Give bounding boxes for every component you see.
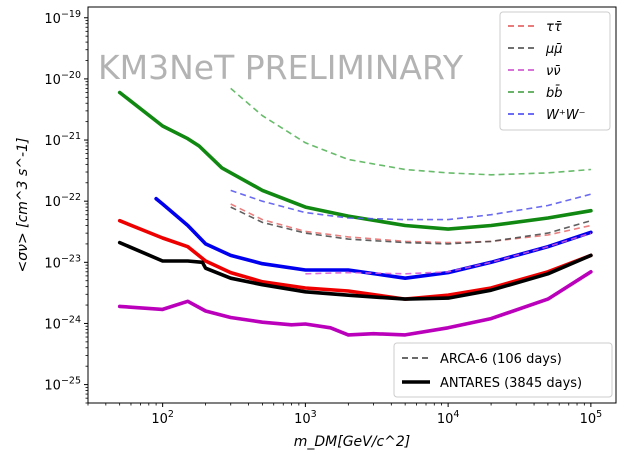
- series-antares-mu-mu: [117, 240, 593, 301]
- channel-legend-label: W⁺W⁻: [546, 108, 585, 123]
- series-antares-b-bbar: [117, 90, 593, 231]
- y-tick-label-base: 10: [44, 256, 61, 271]
- series-arca-6-nu-nu: [305, 232, 592, 275]
- y-tick-label: 10−21: [44, 131, 81, 149]
- x-tick-label: 103: [294, 409, 317, 427]
- y-tick-label: 10−24: [44, 314, 81, 332]
- y-tick-label: 10−22: [44, 192, 81, 210]
- x-tick-label-exponent: 5: [596, 409, 602, 420]
- channel-legend-label: ττ̄: [546, 20, 562, 35]
- x-axis-label: m_DM[GeV/c^2]: [294, 434, 411, 450]
- y-tick-label-base: 10: [44, 73, 61, 88]
- experiment-legend-frame: [393, 342, 613, 398]
- y-tick-label-base: 10: [44, 134, 61, 149]
- series-antares-w-w: [154, 196, 593, 281]
- y-tick-label-base: 10: [44, 195, 61, 210]
- channel-legend-label: νν̄: [546, 64, 561, 79]
- x-tick-label-base: 10: [294, 412, 311, 427]
- watermark-text: KM3NeT PRELIMINARY: [98, 48, 464, 87]
- x-tick-label: 104: [437, 409, 460, 427]
- series-arca-6-b-bbar: [230, 87, 591, 176]
- x-axis-ticks: 102 103 104 105: [87, 403, 603, 427]
- series-antares-nu-nu: [117, 269, 593, 337]
- y-tick-label-base: 10: [44, 379, 61, 394]
- y-tick-label: 10−19: [44, 9, 81, 27]
- y-tick-label: 10−25: [44, 376, 81, 394]
- channel-legend-label: μμ̄: [545, 42, 563, 57]
- series-arca-6-w-w: [230, 189, 592, 221]
- experiment-legend: ARCA-6 (106 days) ANTARES (3845 days): [393, 342, 613, 398]
- series-layer: [117, 87, 593, 337]
- y-tick-label-exponent: −24: [61, 314, 81, 325]
- plot-border: [87, 6, 617, 404]
- x-tick-label-base: 10: [437, 412, 454, 427]
- y-tick-label-exponent: −20: [61, 70, 81, 81]
- x-tick-label: 102: [151, 409, 174, 427]
- y-tick-label-base: 10: [44, 317, 61, 332]
- y-tick-label-exponent: −19: [61, 9, 81, 20]
- y-axis-label: <σν> [cm^3 s^-1]: [15, 138, 31, 273]
- y-tick-label-exponent: −21: [61, 131, 81, 142]
- channel-legend: ττ̄ μμ̄ νν̄ bb̄ W⁺W⁻: [499, 11, 611, 131]
- x-tick-label-exponent: 4: [453, 409, 459, 420]
- x-tick-label-base: 10: [151, 412, 168, 427]
- y-tick-label-exponent: −25: [61, 376, 81, 387]
- series-antares-tau-tau: [117, 218, 593, 301]
- y-tick-label-exponent: −22: [61, 192, 81, 203]
- y-tick-label: 10−20: [44, 70, 81, 88]
- x-tick-label-base: 10: [580, 412, 597, 427]
- series-arca-6-mu-mu: [230, 206, 592, 245]
- channel-legend-frame: [499, 11, 611, 131]
- y-tick-label: 10−23: [44, 253, 81, 271]
- y-tick-label-base: 10: [44, 12, 61, 27]
- x-tick-label: 105: [580, 409, 603, 427]
- x-tick-label-exponent: 3: [311, 409, 317, 420]
- series-arca-6-tau-tau: [230, 203, 592, 244]
- y-tick-label-exponent: −23: [61, 253, 81, 264]
- x-tick-label-exponent: 2: [168, 409, 174, 420]
- experiment-legend-label: ARCA-6 (106 days): [440, 352, 562, 367]
- experiment-legend-label: ANTARES (3845 days): [440, 376, 582, 391]
- channel-legend-label: bb̄: [546, 86, 563, 101]
